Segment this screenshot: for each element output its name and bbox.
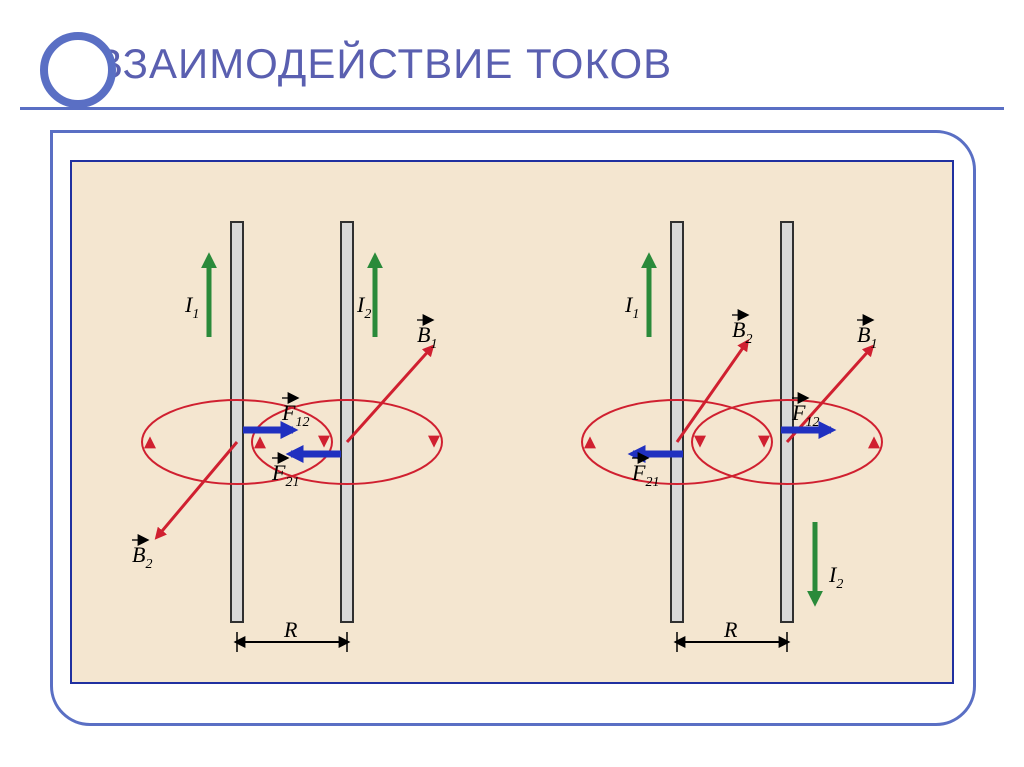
svg-text:B2: B2 [732, 317, 752, 347]
slide: ВЗАИМОДЕЙСТВИЕ ТОКОВ I1 I2 B1 B2 F12 F21 R I1 I2… [0, 0, 1024, 767]
bullet-circle-icon [40, 32, 116, 108]
title-underline [20, 107, 1004, 110]
svg-text:F21: F21 [631, 460, 659, 490]
svg-text:I1: I1 [184, 292, 199, 322]
diagram-panel: I1I2B1B2F12F21RI1I2B1B2F12F21R [70, 160, 954, 684]
title-bar: ВЗАИМОДЕЙСТВИЕ ТОКОВ [20, 20, 1004, 110]
svg-text:F21: F21 [271, 460, 299, 490]
svg-text:B2: B2 [132, 542, 152, 572]
svg-text:B1: B1 [417, 322, 437, 352]
svg-text:I1: I1 [624, 292, 639, 322]
svg-text:R: R [723, 617, 738, 642]
physics-diagram: I1I2B1B2F12F21RI1I2B1B2F12F21R [72, 162, 952, 682]
svg-text:I2: I2 [828, 562, 843, 592]
svg-text:I2: I2 [356, 292, 371, 322]
svg-text:B1: B1 [857, 322, 877, 352]
slide-title: ВЗАИМОДЕЙСТВИЕ ТОКОВ [20, 20, 1004, 88]
svg-text:R: R [283, 617, 298, 642]
svg-text:F12: F12 [791, 400, 819, 430]
